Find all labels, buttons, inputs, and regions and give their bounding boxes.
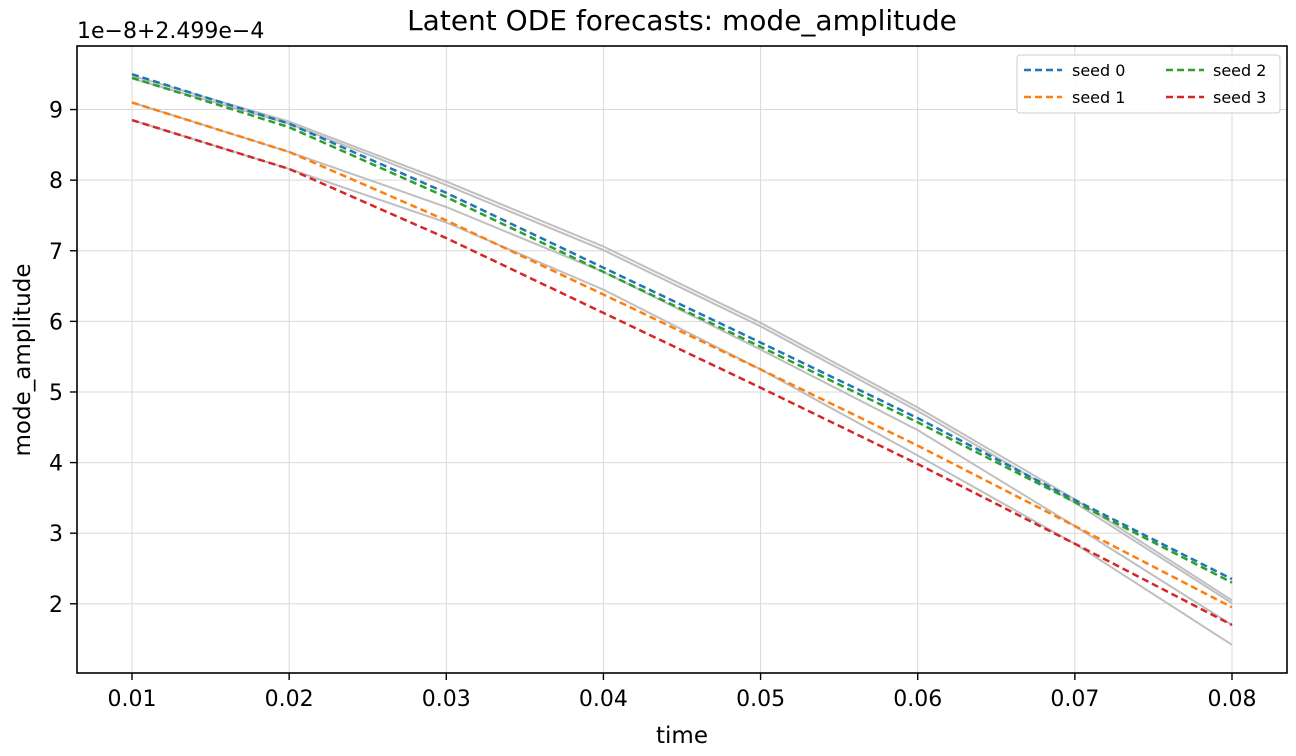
series-line-seed-3 (131, 118, 1233, 627)
plot-area-frame (76, 45, 1288, 674)
reference-line-1 (131, 77, 1233, 604)
x-axis-label: time (656, 723, 708, 749)
x-axis: 0.01 0.02 0.03 0.04 0.05 0.06 0.07 0.08 (108, 673, 1257, 712)
y-tick-label: 4 (49, 452, 63, 477)
legend-entry-seed-0: seed 0 (1024, 61, 1125, 80)
reference-line-0 (131, 74, 1233, 602)
series-lines (131, 73, 1233, 627)
series-line-seed-2 (131, 76, 1233, 584)
legend-entry-seed-3: seed 3 (1166, 88, 1266, 107)
legend-box (1016, 54, 1281, 114)
x-tick-label: 0.01 (108, 687, 157, 712)
legend: seed 0 seed 1 seed 2 seed 3 (1016, 54, 1281, 114)
y-tick-label: 2 (49, 593, 63, 618)
reference-line-3 (131, 119, 1233, 646)
x-tick-label: 0.04 (579, 687, 628, 712)
y-axis-label: mode_amplitude (10, 264, 36, 457)
series-line-seed-0 (131, 73, 1233, 581)
legend-label-seed-0: seed 0 (1072, 61, 1125, 80)
series-line-seed-1 (131, 101, 1233, 609)
x-tick-label: 0.02 (265, 687, 314, 712)
y-tick-label: 6 (49, 310, 63, 335)
chart-title: Latent ODE forecasts: mode_amplitude (407, 4, 957, 37)
x-tick-label: 0.05 (736, 687, 785, 712)
legend-entry-seed-1: seed 1 (1024, 88, 1125, 107)
legend-label-seed-1: seed 1 (1072, 88, 1125, 107)
reference-line-2 (131, 101, 1233, 626)
x-tick-label: 0.07 (1050, 687, 1099, 712)
legend-label-seed-2: seed 2 (1213, 61, 1266, 80)
y-offset-label: 1e−8+2.499e−4 (77, 19, 264, 44)
x-tick-label: 0.06 (893, 687, 942, 712)
legend-entry-seed-2: seed 2 (1166, 61, 1266, 80)
reference-lines (131, 74, 1233, 646)
x-tick-label: 0.03 (422, 687, 471, 712)
y-axis: 2 3 4 5 6 7 8 9 (49, 99, 77, 618)
x-tick-label: 0.08 (1208, 687, 1257, 712)
y-tick-label: 9 (49, 99, 63, 124)
y-tick-label: 3 (49, 522, 63, 547)
y-tick-label: 7 (49, 240, 63, 265)
y-tick-label: 5 (49, 381, 63, 406)
y-tick-label: 8 (49, 169, 63, 194)
grid (77, 46, 1287, 673)
legend-label-seed-3: seed 3 (1213, 88, 1266, 107)
